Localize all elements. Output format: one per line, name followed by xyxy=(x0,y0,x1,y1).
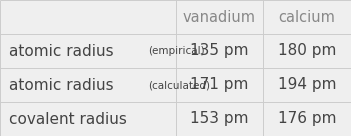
Text: atomic radius: atomic radius xyxy=(9,78,113,92)
Text: 153 pm: 153 pm xyxy=(190,112,249,126)
Text: (calculated): (calculated) xyxy=(148,80,210,90)
Text: covalent radius: covalent radius xyxy=(9,112,127,126)
Text: calcium: calcium xyxy=(279,10,336,24)
Text: 180 pm: 180 pm xyxy=(278,44,336,58)
Text: 176 pm: 176 pm xyxy=(278,112,336,126)
Text: vanadium: vanadium xyxy=(183,10,256,24)
Text: 194 pm: 194 pm xyxy=(278,78,336,92)
Text: 171 pm: 171 pm xyxy=(190,78,249,92)
Text: (empirical): (empirical) xyxy=(148,46,205,56)
Text: 135 pm: 135 pm xyxy=(190,44,249,58)
Text: atomic radius: atomic radius xyxy=(9,44,113,58)
